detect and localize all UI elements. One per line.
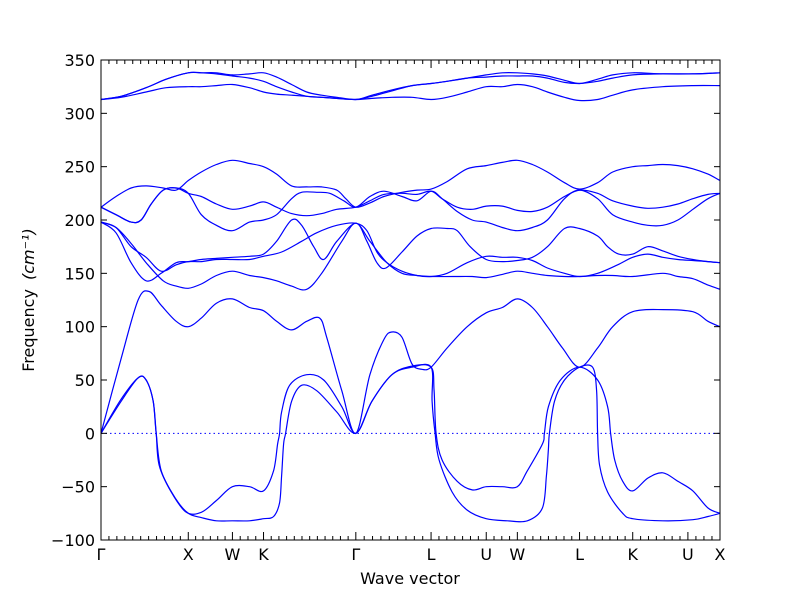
x-tick-label: W [509, 545, 525, 564]
y-axis-title: Frequency (cm⁻¹) [19, 228, 38, 371]
band-9 [101, 159, 720, 208]
band-8 [101, 187, 720, 232]
x-tick-label: K [627, 545, 638, 564]
band-11 [101, 71, 720, 101]
y-tick-label: 200 [64, 211, 95, 230]
y-axis-title-text: Frequency [19, 289, 38, 372]
band-3 [101, 290, 720, 434]
y-tick-label: −50 [61, 478, 95, 497]
y-tick-label: 0 [85, 424, 95, 443]
band-5 [101, 218, 720, 282]
y-tick-label: 350 [64, 51, 95, 70]
y-tick-label: 100 [64, 318, 95, 337]
y-tick-label: −100 [51, 531, 95, 550]
x-tick-label: X [183, 545, 194, 564]
band-7 [101, 187, 720, 224]
band-6 [101, 221, 720, 278]
y-tick-label: 300 [64, 104, 95, 123]
y-axis-title-unit: (cm⁻¹) [19, 228, 38, 280]
x-axis-title: Wave vector [360, 569, 460, 588]
y-tick-label: 50 [75, 371, 95, 390]
band-2 [101, 363, 720, 523]
x-tick-label: X [715, 545, 726, 564]
x-tick-label: Γ [351, 545, 360, 564]
band-4 [101, 221, 720, 291]
band-curves [101, 71, 720, 523]
x-tick-label: L [427, 545, 436, 564]
x-tick-label: L [575, 545, 584, 564]
y-tick-label: 250 [64, 158, 95, 177]
plot-frame [100, 59, 721, 541]
x-tick-label: U [682, 545, 694, 564]
x-tick-label: K [258, 545, 269, 564]
y-axis: −100 −50 0 50 100 150 200 250 300 350 [51, 51, 720, 550]
x-tick-label: Γ [97, 545, 106, 564]
band-12 [101, 83, 720, 102]
y-tick-label: 150 [64, 264, 95, 283]
band-1 [101, 364, 720, 515]
x-tick-label: U [480, 545, 492, 564]
x-tick-label: W [225, 545, 241, 564]
